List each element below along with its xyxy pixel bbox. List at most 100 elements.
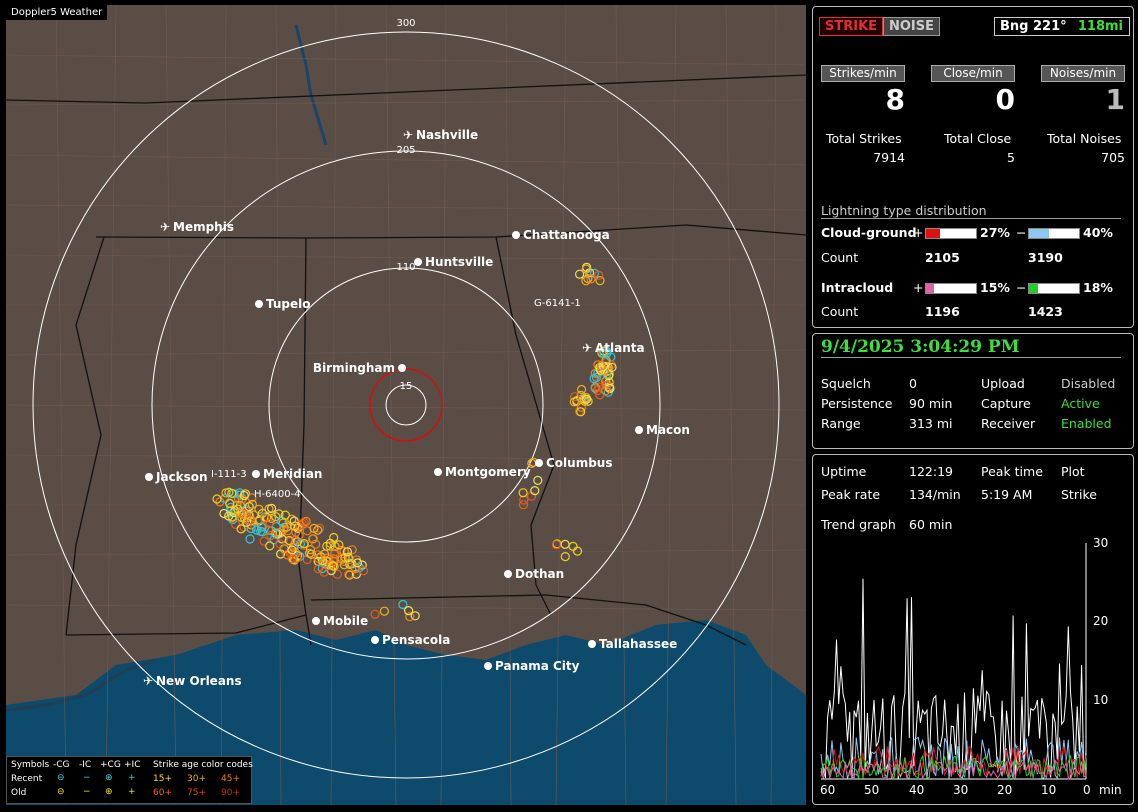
city-chattanooga[interactable]: Chattanooga: [512, 228, 610, 242]
peak-rate-value: 134/min: [909, 487, 961, 502]
strike-marker: [290, 521, 300, 531]
range-value[interactable]: 313 mi: [909, 416, 953, 431]
city-jackson[interactable]: Jackson: [145, 470, 208, 484]
storm-label-h[interactable]: H-6400-4: [254, 489, 301, 500]
city-birmingham[interactable]: Birmingham: [313, 361, 406, 375]
upload-value[interactable]: Disabled: [1061, 376, 1116, 391]
noises-per-min: 1: [1105, 83, 1125, 116]
radar-map[interactable]: 15 110 205 300 G-6141-1 H-6400-4 I-111-3…: [6, 5, 806, 805]
receiver-value[interactable]: Enabled: [1061, 416, 1112, 431]
city-dothan[interactable]: Dothan: [504, 567, 564, 581]
city-panama-city[interactable]: Panama City: [484, 659, 580, 673]
strike-marker: [328, 561, 338, 571]
symbol-legend: Symbols -CG -IC +CG +IC Strike age color…: [6, 756, 253, 804]
strike-marker: [595, 276, 605, 286]
trend-value[interactable]: 60 min: [909, 517, 953, 532]
city-dot-icon: [504, 570, 512, 578]
city-huntsville[interactable]: Huntsville: [414, 255, 493, 269]
strike-marker: [594, 270, 604, 280]
city-columbus[interactable]: Columbus: [535, 456, 613, 470]
total-strikes-label: Total Strikes: [826, 131, 902, 146]
strike-marker: [601, 386, 611, 396]
city-memphis[interactable]: ✈ Memphis: [160, 220, 234, 234]
ic-pos-sign: +: [913, 280, 924, 295]
y-tick-30: 30: [1093, 536, 1108, 550]
x-unit: min: [1099, 783, 1122, 797]
capture-label: Capture: [981, 396, 1031, 411]
strike-marker: [313, 550, 323, 560]
city-nashville[interactable]: ✈ Nashville: [403, 128, 478, 142]
legend-ic-neg: -IC: [79, 760, 92, 770]
city-label: New Orleans: [156, 674, 242, 688]
range-label: Range: [821, 416, 861, 431]
plot-value[interactable]: Strike: [1061, 487, 1097, 502]
ic-neg-bar: [1028, 283, 1080, 294]
city-tallahassee[interactable]: Tallahassee: [588, 637, 677, 651]
city-label: Atlanta: [595, 341, 645, 355]
strike-mode-button[interactable]: STRIKE: [819, 17, 884, 36]
legend-cg-pos: +CG: [100, 760, 121, 770]
ring-label-205: 205: [396, 145, 415, 156]
city-montgomery[interactable]: Montgomery: [434, 465, 531, 479]
strike-marker: [568, 541, 578, 552]
city-new-orleans[interactable]: ✈ New Orleans: [143, 674, 242, 688]
city-tupelo[interactable]: Tupelo: [255, 297, 311, 311]
strike-marker: [287, 545, 297, 555]
strike-marker: [247, 499, 257, 509]
city-meridian[interactable]: Meridian: [252, 467, 322, 481]
city-macon[interactable]: Macon: [635, 423, 690, 437]
ic-label: Intracloud: [821, 280, 894, 295]
city-label: Jackson: [155, 470, 208, 484]
total-noises: 705: [1101, 150, 1125, 165]
squelch-value[interactable]: 0: [909, 376, 917, 391]
city-pensacola[interactable]: Pensacola: [371, 633, 450, 647]
city-label: Mobile: [323, 614, 368, 628]
strike-marker: [572, 546, 583, 556]
total-strikes: 7914: [873, 150, 905, 165]
strike-marker: [244, 502, 254, 512]
city-label: Chattanooga: [523, 228, 610, 242]
strike-marker: [599, 349, 609, 359]
city-dot-icon: [535, 459, 543, 467]
strike-marker: [590, 368, 600, 378]
cg-pos-fill: [926, 229, 940, 238]
city-dot-icon: [255, 300, 263, 308]
strike-marker: [340, 552, 350, 563]
strike-marker: [358, 566, 369, 576]
legend-cg-neg: -CG: [53, 760, 70, 770]
noises-per-min-header: Noises/min: [1041, 65, 1125, 82]
storm-label-g[interactable]: G-6141-1: [534, 298, 581, 309]
peak-time-label: Peak time: [981, 464, 1043, 479]
strike-marker: [326, 559, 336, 570]
cg-pos-sign: +: [913, 225, 924, 240]
noise-mode-button[interactable]: NOISE: [883, 17, 941, 36]
strike-marker: [313, 564, 323, 574]
strike-marker: [266, 513, 277, 524]
strike-marker: [308, 534, 318, 544]
uptime-value: 122:19: [909, 464, 953, 479]
strikes-per-min: 8: [885, 83, 905, 116]
strike-marker: [212, 494, 222, 504]
ic-pos-bar: [925, 283, 977, 294]
strike-marker: [260, 513, 270, 524]
city-mobile[interactable]: Mobile: [312, 614, 368, 628]
ic-neg-count: 1423: [1028, 304, 1063, 319]
ic-neg-sign: −: [1016, 280, 1027, 295]
strike-markers: [212, 262, 617, 622]
strike-marker: [259, 536, 269, 546]
persistence-value[interactable]: 90 min: [909, 396, 953, 411]
ic-neg-fill: [1029, 284, 1038, 293]
strike-marker: [256, 526, 266, 536]
city-label: Dothan: [515, 567, 564, 581]
capture-value[interactable]: Active: [1061, 396, 1100, 411]
city-label: Tallahassee: [599, 637, 677, 651]
city-atlanta[interactable]: ✈ Atlanta: [582, 341, 645, 355]
strike-marker: [586, 274, 596, 284]
strike-marker: [225, 498, 235, 509]
trend-series-line: [820, 754, 1087, 781]
storm-label-i[interactable]: I-111-3: [211, 469, 247, 480]
legend-ic-neg-recent-icon: −: [83, 773, 91, 783]
city-label: Columbus: [546, 456, 613, 470]
city-label: Nashville: [416, 128, 478, 142]
strike-marker: [295, 520, 305, 531]
